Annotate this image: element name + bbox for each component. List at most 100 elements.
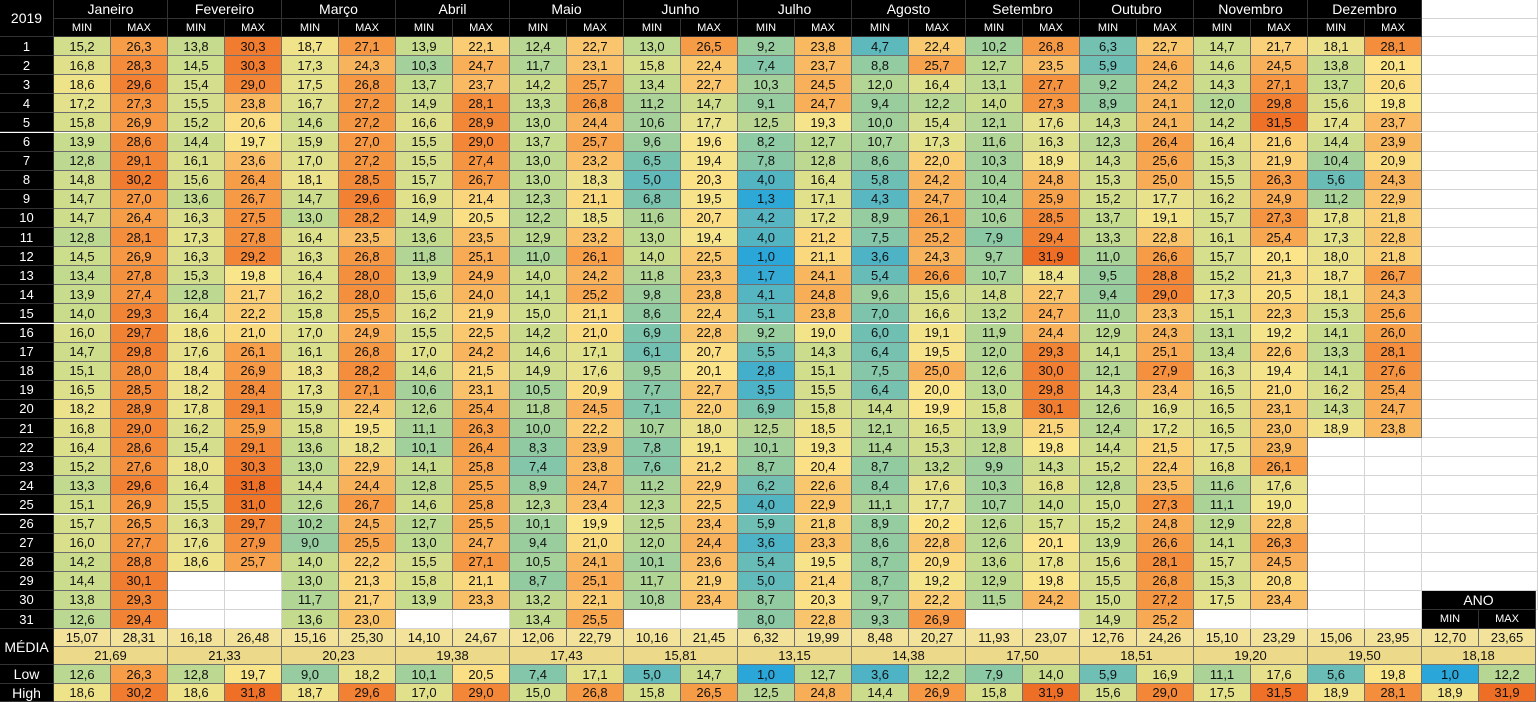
max-temp-cell[interactable]: 24,4	[567, 113, 624, 133]
min-subheader[interactable]: MIN	[852, 19, 909, 37]
min-temp-cell[interactable]: 16,3	[1194, 361, 1251, 381]
max-temp-cell[interactable]: 28,5	[111, 380, 168, 400]
max-temp-cell[interactable]: 20,2	[909, 514, 966, 534]
min-temp-cell[interactable]: 14,5	[54, 247, 111, 267]
min-temp-cell[interactable]: 12,1	[966, 113, 1023, 133]
min-temp-cell[interactable]: 13,1	[1194, 323, 1251, 343]
min-temp-cell[interactable]: 13,0	[624, 228, 681, 248]
max-temp-cell[interactable]: 25,0	[1137, 170, 1194, 190]
max-temp-cell[interactable]: 22,1	[453, 37, 510, 57]
min-temp-cell[interactable]	[1308, 590, 1365, 610]
max-temp-cell[interactable]: 24,9	[1251, 189, 1308, 209]
max-temp-cell[interactable]: 24,7	[795, 94, 852, 114]
min-temp-cell[interactable]: 8,7	[852, 552, 909, 572]
media-average-cell[interactable]: 19,20	[1194, 647, 1308, 666]
max-temp-cell[interactable]: 26,5	[681, 37, 738, 57]
max-temp-cell[interactable]	[225, 610, 282, 630]
max-temp-cell[interactable]: 26,9	[225, 361, 282, 381]
media-average-cell[interactable]: 18,51	[1080, 647, 1194, 666]
min-temp-cell[interactable]: 9,4	[1080, 285, 1137, 305]
max-temp-cell[interactable]: 23,8	[795, 304, 852, 324]
month-header[interactable]: Dezembro	[1308, 0, 1422, 19]
min-temp-cell[interactable]: 14,0	[624, 247, 681, 267]
min-temp-cell[interactable]: 6,1	[624, 342, 681, 362]
max-temp-cell[interactable]: 22,8	[1251, 514, 1308, 534]
min-temp-cell[interactable]: 10,7	[966, 495, 1023, 515]
max-temp-cell[interactable]: 26,1	[225, 342, 282, 362]
max-temp-cell[interactable]: 19,9	[909, 399, 966, 419]
max-temp-cell[interactable]: 22,1	[567, 590, 624, 610]
min-temp-cell[interactable]: 1,0	[738, 247, 795, 267]
max-temp-cell[interactable]: 27,0	[339, 132, 396, 152]
max-temp-cell[interactable]: 22,4	[681, 304, 738, 324]
max-temp-cell[interactable]: 18,0	[681, 419, 738, 439]
media-label[interactable]: MÉDIA	[0, 629, 54, 666]
min-temp-cell[interactable]: 12,3	[510, 495, 567, 515]
high-min-cell[interactable]: 15,0	[510, 684, 567, 702]
max-temp-cell[interactable]: 26,6	[1137, 533, 1194, 553]
media-min-cell[interactable]: 6,32	[738, 629, 795, 648]
min-temp-cell[interactable]: 14,7	[1194, 37, 1251, 57]
media-max-cell[interactable]: 22,79	[567, 629, 624, 648]
max-temp-cell[interactable]: 23,9	[567, 438, 624, 458]
max-temp-cell[interactable]: 28,3	[111, 56, 168, 76]
min-temp-cell[interactable]: 11,6	[624, 208, 681, 228]
max-temp-cell[interactable]: 27,2	[339, 151, 396, 171]
min-temp-cell[interactable]: 15,4	[168, 438, 225, 458]
min-temp-cell[interactable]: 13,3	[1080, 228, 1137, 248]
min-temp-cell[interactable]: 15,0	[510, 304, 567, 324]
max-temp-cell[interactable]: 25,2	[567, 285, 624, 305]
max-temp-cell[interactable]: 26,9	[111, 113, 168, 133]
media-min-cell[interactable]: 16,18	[168, 629, 225, 648]
min-temp-cell[interactable]: 13,9	[396, 266, 453, 286]
blank-cell[interactable]	[1422, 304, 1538, 324]
min-temp-cell[interactable]: 15,2	[1194, 266, 1251, 286]
max-temp-cell[interactable]: 20,3	[795, 590, 852, 610]
max-temp-cell[interactable]: 23,8	[1365, 419, 1422, 439]
low-min-cell[interactable]: 9,0	[282, 665, 339, 685]
max-temp-cell[interactable]: 27,4	[453, 151, 510, 171]
low-min-cell[interactable]: 10,1	[396, 665, 453, 685]
min-temp-cell[interactable]	[1308, 533, 1365, 553]
low-max-cell[interactable]: 20,5	[453, 665, 510, 685]
max-temp-cell[interactable]: 21,5	[1023, 419, 1080, 439]
min-temp-cell[interactable]: 15,5	[396, 151, 453, 171]
min-temp-cell[interactable]: 17,4	[1308, 113, 1365, 133]
max-temp-cell[interactable]: 28,6	[111, 132, 168, 152]
max-temp-cell[interactable]: 17,7	[1137, 189, 1194, 209]
min-temp-cell[interactable]: 12,9	[966, 571, 1023, 591]
max-temp-cell[interactable]: 19,5	[681, 189, 738, 209]
min-temp-cell[interactable]: 10,6	[966, 208, 1023, 228]
max-temp-cell[interactable]: 23,8	[795, 37, 852, 57]
min-subheader[interactable]: MIN	[624, 19, 681, 37]
max-temp-cell[interactable]: 21,3	[1251, 266, 1308, 286]
min-temp-cell[interactable]: 4,1	[738, 285, 795, 305]
min-temp-cell[interactable]: 13,1	[966, 75, 1023, 95]
max-temp-cell[interactable]: 24,8	[795, 285, 852, 305]
max-temp-cell[interactable]: 17,7	[909, 495, 966, 515]
min-temp-cell[interactable]: 8,7	[852, 571, 909, 591]
max-temp-cell[interactable]: 22,8	[909, 533, 966, 553]
min-temp-cell[interactable]: 13,9	[54, 285, 111, 305]
high-min-cell[interactable]: 18,7	[282, 684, 339, 702]
min-temp-cell[interactable]: 11,8	[624, 266, 681, 286]
min-temp-cell[interactable]: 16,6	[396, 113, 453, 133]
max-temp-cell[interactable]: 24,2	[453, 342, 510, 362]
min-temp-cell[interactable]: 14,4	[1080, 438, 1137, 458]
high-min-cell[interactable]: 15,8	[624, 684, 681, 702]
min-temp-cell[interactable]: 11,1	[852, 495, 909, 515]
max-temp-cell[interactable]: 31,5	[1251, 113, 1308, 133]
month-header[interactable]: Março	[282, 0, 396, 19]
max-temp-cell[interactable]: 22,2	[909, 590, 966, 610]
min-temp-cell[interactable]: 9,2	[738, 323, 795, 343]
blank-cell[interactable]	[1422, 56, 1538, 76]
min-temp-cell[interactable]: 5,9	[1080, 56, 1137, 76]
max-temp-cell[interactable]: 16,8	[1023, 476, 1080, 496]
min-temp-cell[interactable]: 2,8	[738, 361, 795, 381]
min-temp-cell[interactable]: 8,9	[1080, 94, 1137, 114]
max-temp-cell[interactable]: 24,0	[453, 285, 510, 305]
min-temp-cell[interactable]	[624, 610, 681, 630]
min-temp-cell[interactable]: 12,4	[510, 37, 567, 57]
min-temp-cell[interactable]	[1308, 438, 1365, 458]
media-min-cell[interactable]: 10,16	[624, 629, 681, 648]
